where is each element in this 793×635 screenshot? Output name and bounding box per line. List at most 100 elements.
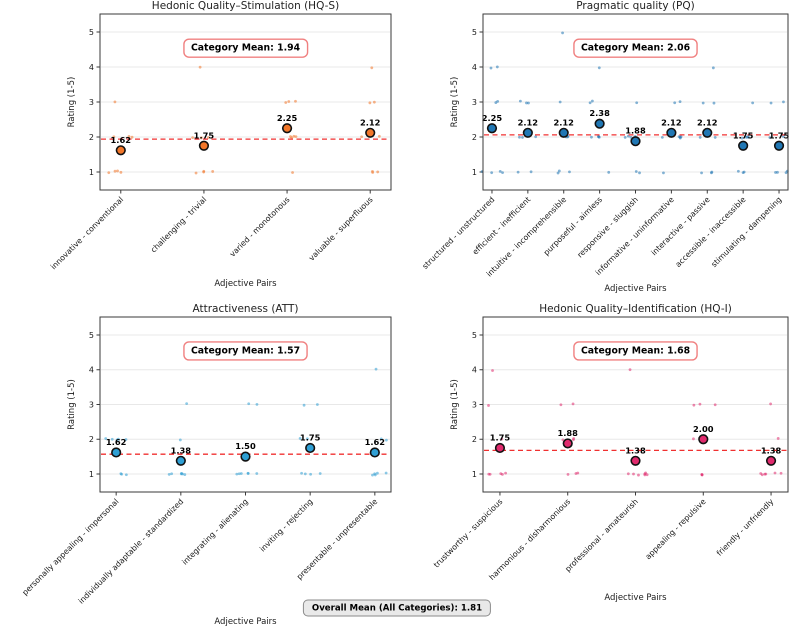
rating-point [692,403,696,407]
rating-point [660,136,664,139]
rating-point [360,135,364,139]
mean-value-label: 2.00 [693,424,714,434]
rating-point [740,136,744,140]
rating-point [185,402,189,406]
rating-point [373,473,377,477]
rating-point [678,100,682,103]
rating-point [488,472,492,476]
y-tick-label: 2 [89,133,94,142]
mean-value-label: 1.75 [769,130,790,140]
rating-point [501,171,504,175]
category-mean-box-border [573,341,698,361]
x-tick-label: interactive - passive [649,195,711,257]
panel-att: Attractiveness (ATT) Rating (1-5) Adject… [20,303,392,627]
rating-point [124,473,128,477]
rating-point [763,472,767,476]
mean-value-label: 1.75 [300,432,321,442]
x-tick-label: challenging - trivial [149,195,208,254]
rating-point [504,471,507,475]
rating-point [112,135,116,139]
rating-point [566,472,570,476]
panel-title: Attractiveness (ATT) [192,303,298,315]
rating-point [487,404,490,407]
mean-value-label: 1.38 [625,445,646,455]
mean-value-label: 1.50 [235,441,256,451]
rating-point [384,471,388,475]
rating-point [713,403,717,407]
mean-marker [666,127,677,138]
rating-point [741,171,745,175]
rating-point [194,171,198,175]
mean-marker [702,127,713,138]
rating-point [634,170,638,173]
rating-point [776,437,780,440]
rating-point [180,472,183,475]
rating-point [736,169,740,173]
y-tick-label: 1 [472,470,477,479]
rating-point [776,170,779,174]
y-tick-label: 4 [472,366,477,375]
rating-point [516,170,520,174]
mean-marker [281,123,293,134]
rating-point [643,473,647,477]
rating-point [698,136,702,139]
rating-point [521,136,524,139]
mean-marker [175,455,186,466]
rating-point [673,101,677,105]
category-mean-label: Category Mean: 1.68 [581,345,690,356]
rating-point [379,437,383,441]
category-mean-box: Category Mean: 2.06 [573,38,698,58]
x-tick-label: structured - unstructured [420,195,496,271]
x-tick-label: stimulating - dampening [709,195,783,269]
rating-point [292,134,296,138]
rating-point [255,402,259,406]
rating-point [628,368,632,372]
rating-point [561,31,564,35]
rating-point [700,171,703,175]
mean-marker [558,127,569,138]
rating-point [626,472,630,476]
x-axis-label: Adjective Pairs [604,593,667,603]
rating-point [246,472,250,475]
rating-point [498,169,502,173]
plot-frame [482,316,789,493]
x-tick-label: valuable - superfluous [307,195,375,263]
mean-value-label: 1.62 [111,135,132,145]
y-tick-label: 5 [89,28,94,37]
rating-point [632,472,635,476]
panel-title: Hedonic Quality–Stimulation (HQ-S) [152,0,339,12]
rating-point [692,437,695,441]
y-tick-label: 2 [472,435,477,444]
rating-point [637,473,640,477]
mean-marker [494,442,506,454]
y-axis-label: Rating (1-5) [67,379,77,430]
rating-point [300,471,303,475]
rating-point [782,100,785,104]
y-tick-label: 5 [472,331,477,340]
rating-point [590,135,593,139]
panel-title: Pragmatic quality (PQ) [576,0,694,12]
mean-marker [562,438,573,449]
mean-value-label: 2.38 [589,108,610,118]
rating-point [638,171,641,175]
rating-point [635,101,639,105]
y-tick-label: 4 [472,63,477,72]
rating-point [759,472,763,475]
rating-point [713,136,717,139]
rating-point [779,471,783,475]
rating-point [303,472,307,476]
y-tick-label: 3 [472,400,477,409]
y-tick-label: 1 [89,168,94,177]
mean-marker [765,455,777,466]
rating-point [371,171,375,174]
category-mean-label: Category Mean: 1.57 [191,345,300,356]
mean-marker [240,451,251,462]
rating-point [527,101,530,105]
rating-point [588,101,592,105]
rating-point [773,471,777,475]
rating-point [711,66,715,70]
x-tick-label: varied - monotonous [228,195,292,259]
rating-point [110,437,114,441]
rating-point [701,101,705,105]
rating-point [597,135,601,139]
